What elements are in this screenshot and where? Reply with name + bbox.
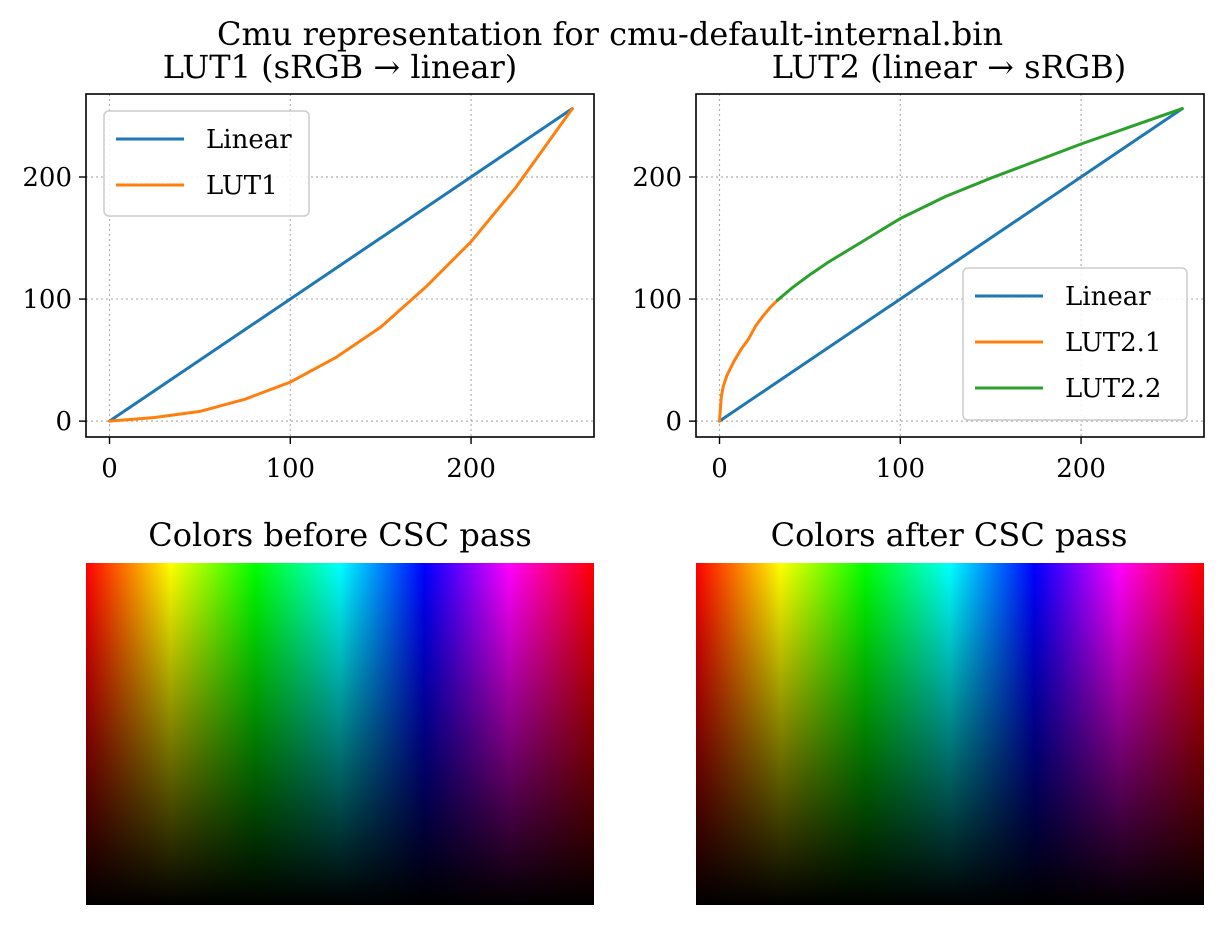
y-tick-label: 100 <box>22 285 72 315</box>
legend-label: LUT1 <box>206 171 278 201</box>
series-line-lut1 <box>108 107 574 423</box>
x-tick-label: 0 <box>101 454 118 484</box>
x-tick-label: 0 <box>711 454 728 484</box>
colors-before-title: Colors before CSC pass <box>148 516 532 554</box>
plot-frame <box>85 93 595 438</box>
x-tick-label: 200 <box>446 454 496 484</box>
x-tick-label: 200 <box>1056 454 1106 484</box>
y-tick-label: 100 <box>632 285 682 315</box>
lut2-chart: LUT2 (linear → sRGB) 0 100 200 0 100 200 Linea… <box>632 48 1205 484</box>
series-line-lut2-1 <box>718 298 779 423</box>
x-tick-label: 100 <box>875 454 925 484</box>
legend-label: Linear <box>1065 282 1151 312</box>
plot-frame <box>695 93 1205 438</box>
legend-box <box>962 267 1188 421</box>
y-tick-label: 200 <box>22 163 72 193</box>
legend-box <box>103 110 310 217</box>
lut1-chart: LUT1 (sRGB → linear) 0 100 200 0 100 200 Linea… <box>22 48 595 484</box>
legend-label: Linear <box>206 125 292 155</box>
colors-after-shading <box>696 563 1204 905</box>
legend-label: LUT2.1 <box>1065 328 1161 358</box>
y-tick-label: 0 <box>665 407 682 437</box>
x-tick-label: 100 <box>265 454 315 484</box>
colors-before-shading <box>86 563 594 905</box>
series-line-linear <box>718 107 1184 423</box>
y-tick-label: 200 <box>632 163 682 193</box>
colors-before-panel: Colors before CSC pass <box>86 516 594 905</box>
y-tick-label: 0 <box>55 407 72 437</box>
series-line-linear <box>108 107 574 423</box>
figure-suptitle: Cmu representation for cmu-default-inter… <box>217 15 1003 53</box>
lut1-title: LUT1 (sRGB → linear) <box>163 48 517 86</box>
lut2-title: LUT2 (linear → sRGB) <box>772 48 1126 86</box>
series-line-lut2-2 <box>775 107 1184 302</box>
legend-label: LUT2.2 <box>1065 374 1161 404</box>
colors-after-title: Colors after CSC pass <box>771 516 1128 554</box>
colors-after-panel: Colors after CSC pass <box>696 516 1204 905</box>
